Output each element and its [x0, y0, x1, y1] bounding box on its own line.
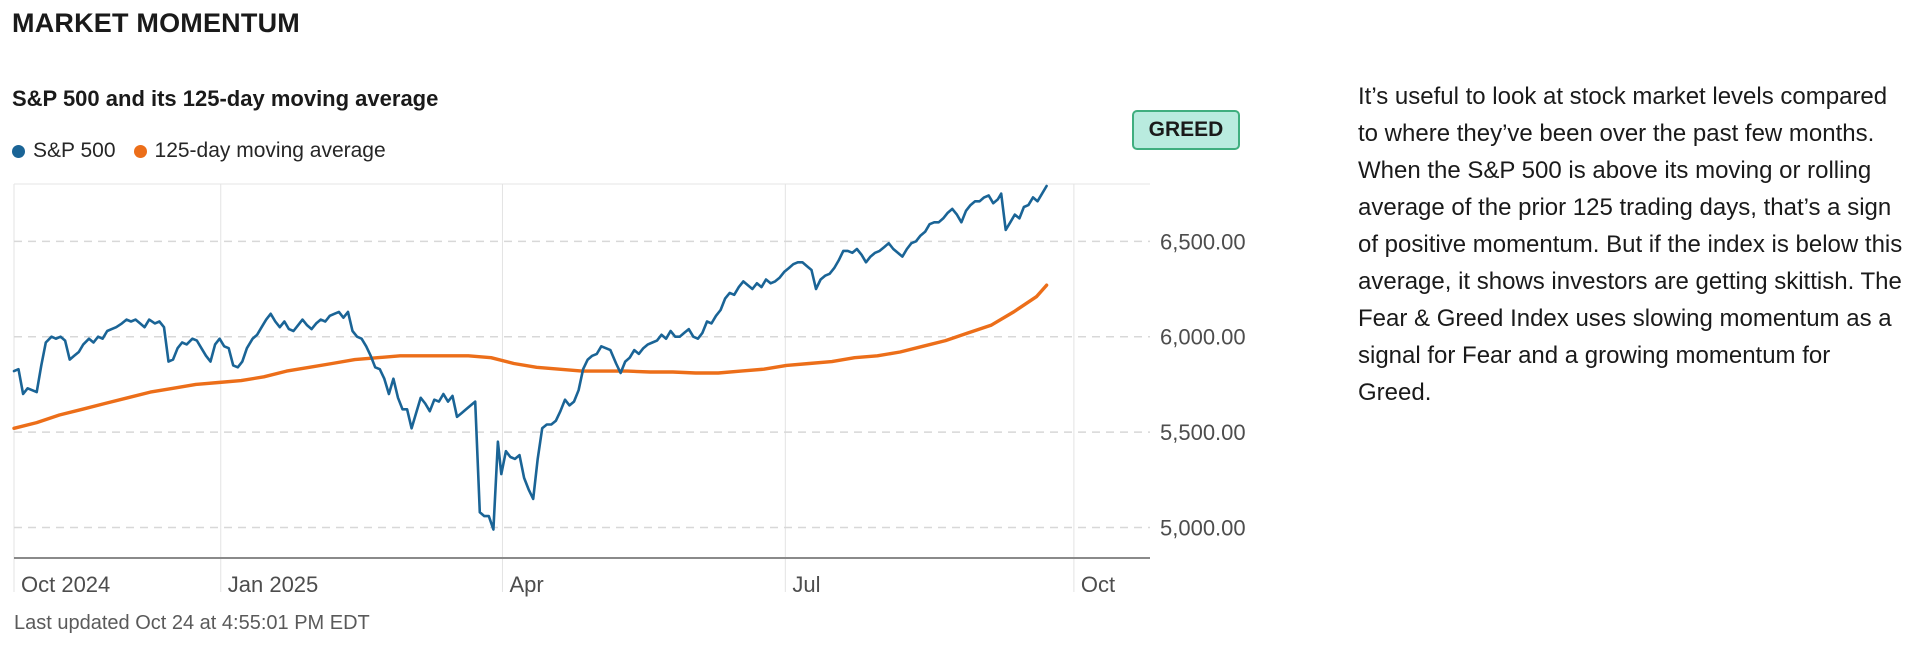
momentum-line-chart: 5,000.00 5,500.00 6,000.00 6,500.00 Oct 2024… [12, 183, 1246, 597]
sentiment-badge: GREED [1132, 110, 1240, 150]
legend-dot-icon [133, 144, 147, 158]
x-tick-label: Jan 2025 [228, 572, 319, 597]
x-tick-label: Oct [1081, 572, 1115, 597]
x-tick-label: Oct 2024 [21, 572, 110, 597]
y-tick-label: 6,000.00 [1160, 325, 1246, 350]
legend-item-ma[interactable]: 125-day moving average [133, 139, 386, 163]
legend-label: S&P 500 [33, 139, 116, 162]
x-tick-label: Apr [509, 572, 543, 597]
moving-average-line [12, 283, 1049, 430]
sp500-line [12, 184, 1048, 531]
y-tick-label: 6,500.00 [1160, 229, 1246, 254]
x-tick-label: Jul [792, 572, 820, 597]
chart-series [12, 184, 1049, 531]
legend-dot-icon [12, 144, 25, 158]
chart-title: S&P 500 and its 125-day moving average [12, 86, 439, 111]
chart-grid [13, 183, 1150, 592]
y-tick-label: 5,500.00 [1160, 420, 1246, 445]
chart-axes: 5,000.00 5,500.00 6,000.00 6,500.00 Oct 2024… [14, 229, 1246, 597]
indicator-description: It’s useful to look at stock market leve… [1358, 83, 1903, 406]
legend-item-sp500[interactable]: S&P 500 [12, 139, 116, 163]
y-tick-label: 5,000.00 [1160, 516, 1246, 541]
legend-label: 125-day moving average [154, 139, 386, 162]
chart-legend: S&P 500 125-day moving average [12, 139, 404, 163]
last-updated: Last updated Oct 24 at 4:55:01 PM EDT [14, 612, 370, 634]
section-title: MARKET MOMENTUM [12, 8, 300, 38]
